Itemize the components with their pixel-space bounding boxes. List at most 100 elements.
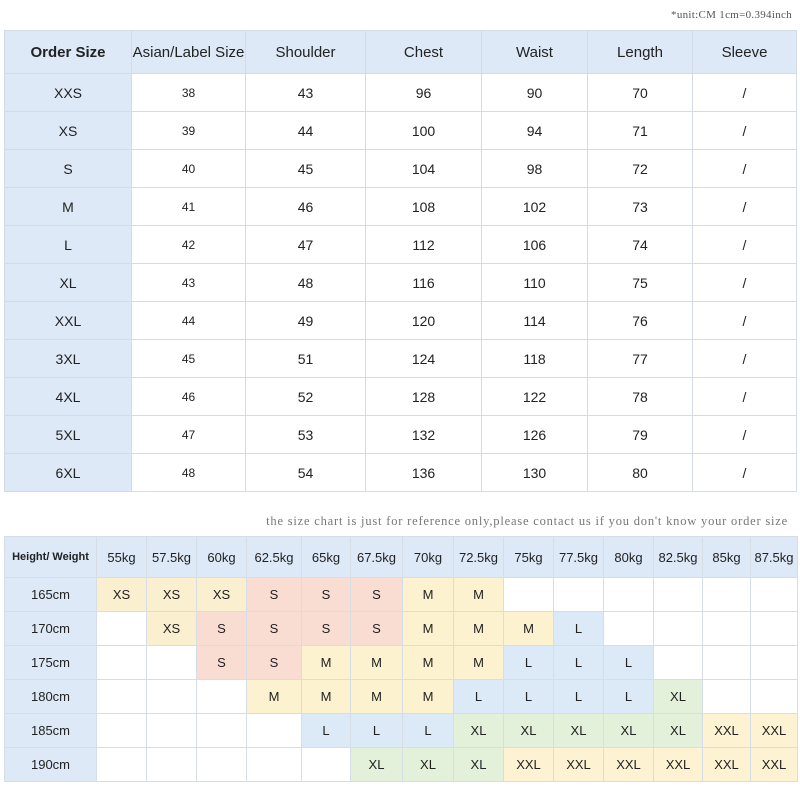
recommended-size-cell	[750, 679, 798, 714]
size-chart-header-row: Order Size Asian/Label Size Shoulder Chest W…	[4, 30, 797, 74]
recommended-size-cell	[553, 577, 604, 612]
recommended-size-cell: XL	[603, 713, 654, 748]
recommended-size-cell	[246, 747, 302, 782]
size-value-cell: 112	[365, 225, 482, 264]
size-value-cell: 54	[245, 453, 366, 492]
recommended-size-cell	[653, 611, 703, 646]
recommended-size-cell	[750, 645, 798, 680]
size-value-cell: /	[692, 73, 797, 112]
size-value-cell: 78	[587, 377, 693, 416]
size-chart-row: XXS 38 43 96 90 70/	[4, 73, 797, 112]
height-label-cell: 180cm	[4, 679, 97, 714]
size-value-cell: 45	[131, 339, 246, 378]
recommended-size-cell: L	[301, 713, 351, 748]
height-label-cell: 190cm	[4, 747, 97, 782]
recommended-size-cell: L	[350, 713, 403, 748]
size-value-cell: /	[692, 187, 797, 226]
recommended-size-cell: S	[246, 577, 302, 612]
size-value-cell: 51	[245, 339, 366, 378]
weight-header-cell: 65kg	[301, 536, 351, 578]
size-value-cell: 44	[131, 301, 246, 340]
size-value-cell: /	[692, 263, 797, 302]
recommended-size-cell	[603, 611, 654, 646]
recommended-size-cell	[603, 577, 654, 612]
size-value-cell: 38	[131, 73, 246, 112]
recommended-size-cell: S	[196, 611, 247, 646]
recommended-size-cell: XS	[96, 577, 147, 612]
recommended-size-cell	[750, 577, 798, 612]
recommended-size-cell: M	[246, 679, 302, 714]
recommended-size-cell: M	[453, 577, 504, 612]
size-value-cell: 44	[245, 111, 366, 150]
weight-header-cell: 67.5kg	[350, 536, 403, 578]
size-value-cell: 47	[245, 225, 366, 264]
recommended-size-cell	[146, 747, 197, 782]
height-label-cell: 170cm	[4, 611, 97, 646]
recommended-size-cell: M	[453, 645, 504, 680]
size-value-cell: 122	[481, 377, 588, 416]
height-weight-table: Height/ Weight 55kg 57.5kg 60kg 62.5kg 65kg 67…	[4, 536, 798, 782]
recommended-size-cell: S	[350, 577, 403, 612]
weight-header-cell: 82.5kg	[653, 536, 703, 578]
recommended-size-cell: L	[603, 679, 654, 714]
recommended-size-cell	[196, 747, 247, 782]
size-chart-row: XXL 44 49 120 114 76/	[4, 301, 797, 340]
height-row: 170cm XS S S S S M M M L	[4, 611, 798, 646]
recommended-size-cell: XL	[553, 713, 604, 748]
size-value-cell: /	[692, 111, 797, 150]
size-value-cell: 79	[587, 415, 693, 454]
size-value-cell: 136	[365, 453, 482, 492]
size-chart-row: 3XL 45 51 124 118 77/	[4, 339, 797, 378]
weight-header-cell: 87.5kg	[750, 536, 798, 578]
recommended-size-cell	[146, 645, 197, 680]
size-value-cell: 70	[587, 73, 693, 112]
recommended-size-cell	[702, 577, 751, 612]
weight-header-cell: 85kg	[702, 536, 751, 578]
height-label-cell: 165cm	[4, 577, 97, 612]
recommended-size-cell	[96, 713, 147, 748]
height-row: 190cm XL XL XL XXL XXL XXL XXL XXL XXL	[4, 747, 798, 782]
size-value-cell: 90	[481, 73, 588, 112]
recommended-size-cell: XL	[653, 713, 703, 748]
weight-header-cell: 77.5kg	[553, 536, 604, 578]
recommended-size-cell: XXL	[503, 747, 554, 782]
size-value-cell: 128	[365, 377, 482, 416]
recommended-size-cell	[146, 679, 197, 714]
recommended-size-cell: XL	[350, 747, 403, 782]
recommended-size-cell	[196, 679, 247, 714]
size-value-cell: 120	[365, 301, 482, 340]
weight-header-cell: 80kg	[603, 536, 654, 578]
recommended-size-cell: S	[301, 577, 351, 612]
recommended-size-cell: L	[503, 679, 554, 714]
size-value-cell: 73	[587, 187, 693, 226]
size-value-cell: /	[692, 453, 797, 492]
size-chart-row: 5XL 47 53 132 126 79/	[4, 415, 797, 454]
recommended-size-cell: L	[553, 611, 604, 646]
size-value-cell: 47	[131, 415, 246, 454]
order-size-cell: S	[4, 149, 132, 188]
order-size-cell: XS	[4, 111, 132, 150]
recommended-size-cell: XL	[453, 713, 504, 748]
recommended-size-cell: M	[402, 645, 454, 680]
recommended-size-cell	[702, 611, 751, 646]
height-row: 175cm S S M M M M L L L	[4, 645, 798, 680]
size-value-cell: 75	[587, 263, 693, 302]
size-value-cell: 80	[587, 453, 693, 492]
size-value-cell: 108	[365, 187, 482, 226]
size-value-cell: 48	[131, 453, 246, 492]
size-value-cell: 98	[481, 149, 588, 188]
size-value-cell: 100	[365, 111, 482, 150]
recommended-size-cell: L	[553, 645, 604, 680]
order-size-cell: 3XL	[4, 339, 132, 378]
weight-header-cell: 75kg	[503, 536, 554, 578]
size-value-cell: 102	[481, 187, 588, 226]
height-row: 180cm M M M M L L L L XL	[4, 679, 798, 714]
unit-note: *unit:CM 1cm=0.394inch	[671, 9, 792, 21]
recommended-size-cell: XXL	[702, 713, 751, 748]
recommended-size-cell	[750, 611, 798, 646]
size-value-cell: 104	[365, 149, 482, 188]
size-value-cell: /	[692, 377, 797, 416]
order-size-cell: M	[4, 187, 132, 226]
recommended-size-cell: XL	[503, 713, 554, 748]
size-value-cell: /	[692, 149, 797, 188]
